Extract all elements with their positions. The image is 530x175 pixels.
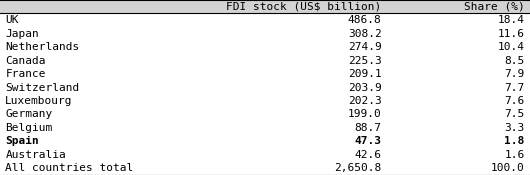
Text: Belgium: Belgium — [5, 123, 52, 133]
Text: 7.6: 7.6 — [505, 96, 525, 106]
Text: 225.3: 225.3 — [348, 56, 382, 66]
Text: 2,650.8: 2,650.8 — [334, 163, 382, 173]
Text: 47.3: 47.3 — [355, 136, 382, 146]
Bar — [0, 0, 530, 13]
Text: UK: UK — [5, 15, 19, 25]
Text: 42.6: 42.6 — [355, 150, 382, 160]
Text: 3.3: 3.3 — [505, 123, 525, 133]
Text: Spain: Spain — [5, 136, 39, 146]
Text: 199.0: 199.0 — [348, 109, 382, 119]
Text: 7.5: 7.5 — [505, 109, 525, 119]
Text: 11.6: 11.6 — [498, 29, 525, 39]
Text: 1.8: 1.8 — [505, 136, 525, 146]
Text: Japan: Japan — [5, 29, 39, 39]
Text: 274.9: 274.9 — [348, 42, 382, 52]
Text: Netherlands: Netherlands — [5, 42, 79, 52]
Text: 88.7: 88.7 — [355, 123, 382, 133]
Text: France: France — [5, 69, 46, 79]
Text: Australia: Australia — [5, 150, 66, 160]
Text: 308.2: 308.2 — [348, 29, 382, 39]
Text: 209.1: 209.1 — [348, 69, 382, 79]
Text: 486.8: 486.8 — [348, 15, 382, 25]
Text: 100.0: 100.0 — [491, 163, 525, 173]
Text: Luxembourg: Luxembourg — [5, 96, 73, 106]
Text: 8.5: 8.5 — [505, 56, 525, 66]
Text: FDI stock (US$ billion): FDI stock (US$ billion) — [226, 2, 382, 12]
Text: 10.4: 10.4 — [498, 42, 525, 52]
Text: 202.3: 202.3 — [348, 96, 382, 106]
Text: Canada: Canada — [5, 56, 46, 66]
Text: 18.4: 18.4 — [498, 15, 525, 25]
Text: Germany: Germany — [5, 109, 52, 119]
Text: All countries total: All countries total — [5, 163, 134, 173]
Text: 7.7: 7.7 — [505, 82, 525, 93]
Text: Switzerland: Switzerland — [5, 82, 79, 93]
Text: Share (%): Share (%) — [464, 2, 525, 12]
Text: 203.9: 203.9 — [348, 82, 382, 93]
Text: 1.6: 1.6 — [505, 150, 525, 160]
Text: 7.9: 7.9 — [505, 69, 525, 79]
